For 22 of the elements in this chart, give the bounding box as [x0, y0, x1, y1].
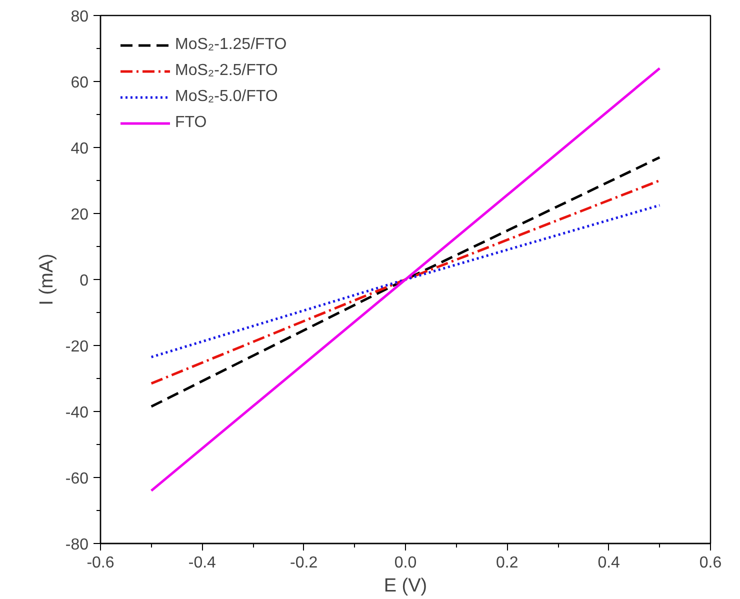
x-tick-label: -0.2 [290, 554, 318, 572]
y-axis-title: I (mA) [36, 254, 58, 306]
y-tick-label: 60 [70, 74, 89, 92]
y-tick-label: 80 [70, 8, 89, 26]
x-tick-label: -0.6 [86, 554, 114, 572]
x-tick-label: 0.6 [699, 554, 722, 572]
y-tick-label: -40 [65, 404, 89, 422]
x-tick-label: 0.2 [496, 554, 518, 572]
x-tick-label: 0.4 [598, 554, 620, 572]
legend-label: MoS₂-2.5/FTO [175, 62, 278, 80]
legend-label: MoS₂-5.0/FTO [175, 88, 278, 106]
y-tick-label: -80 [65, 536, 89, 554]
x-tick-label: -0.4 [188, 554, 216, 572]
x-tick-label: 0.0 [394, 554, 417, 572]
x-axis-title: E (V) [384, 576, 428, 596]
y-tick-label: 40 [70, 140, 89, 158]
y-tick-label: 0 [80, 272, 89, 290]
legend-label: MoS₂-1.25/FTO [175, 36, 287, 54]
legend-label: FTO [175, 114, 207, 132]
y-tick-label: -60 [65, 470, 89, 488]
y-tick-label: 20 [70, 206, 89, 224]
y-tick-label: -20 [65, 338, 89, 356]
